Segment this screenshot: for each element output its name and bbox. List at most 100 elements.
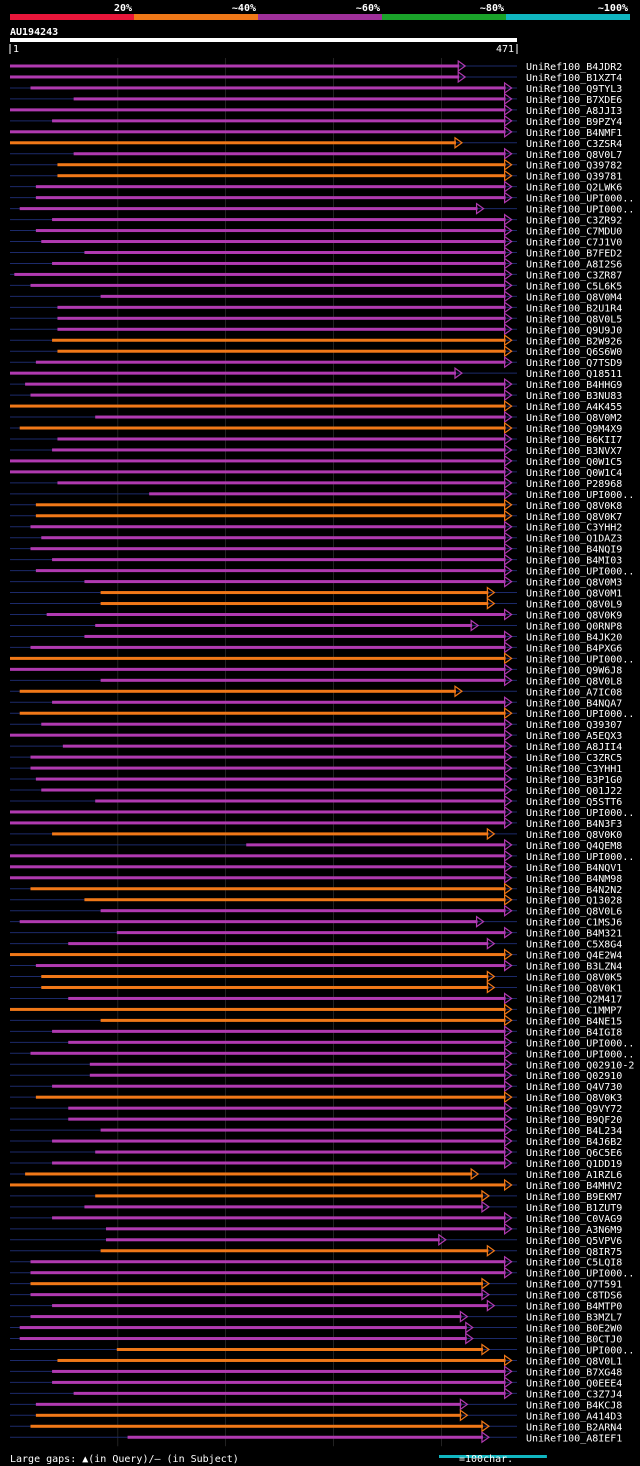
hit-label[interactable]: UniRef100_B1ZUT9 — [526, 1203, 622, 1214]
hit-row[interactable]: UniRef100_B2ARN4 — [10, 1420, 622, 1433]
hit-row[interactable]: UniRef100_B4L234 — [10, 1123, 622, 1137]
hit-label[interactable]: UniRef100_B4J6B2 — [526, 1137, 622, 1148]
hit-label[interactable]: UniRef100_Q9U9J0 — [526, 325, 622, 336]
hit-row[interactable]: UniRef100_Q8V0M3 — [10, 575, 622, 589]
hit-row[interactable]: UniRef100_B0CTJ0 — [10, 1332, 622, 1346]
hit-row[interactable]: UniRef100_UPI000.. — [10, 191, 634, 205]
hit-row[interactable]: UniRef100_Q02910-2 — [10, 1058, 634, 1071]
hit-row[interactable]: UniRef100_Q18511 — [10, 366, 622, 380]
hit-row[interactable]: UniRef100_Q8V0L7 — [10, 147, 622, 161]
hit-label[interactable]: UniRef100_Q8V0K5 — [526, 973, 622, 984]
hit-label[interactable]: UniRef100_Q8V0K1 — [526, 983, 622, 994]
hit-row[interactable]: UniRef100_Q01J22 — [10, 783, 622, 797]
hit-row[interactable]: UniRef100_B4PXG6 — [10, 641, 622, 654]
hit-row[interactable]: UniRef100_B1ZUT9 — [10, 1200, 622, 1214]
hit-label[interactable]: UniRef100_A5EQX3 — [526, 731, 622, 742]
hit-label[interactable]: UniRef100_Q7TSD9 — [526, 358, 622, 369]
hit-row[interactable]: UniRef100_B1XZT4 — [10, 70, 622, 84]
hit-row[interactable]: UniRef100_B4N2N2 — [10, 882, 622, 896]
hit-label[interactable]: UniRef100_UPI000.. — [526, 1038, 634, 1049]
hit-label[interactable]: UniRef100_C3ZR87 — [526, 270, 622, 281]
hit-label[interactable]: UniRef100_UPI000.. — [526, 194, 634, 205]
hit-label[interactable]: UniRef100_C3ZR92 — [526, 216, 622, 227]
hit-label[interactable]: UniRef100_C1MSJ6 — [526, 918, 622, 929]
hit-label[interactable]: UniRef100_Q02910-2 — [526, 1060, 634, 1071]
hit-row[interactable]: UniRef100_P28968 — [10, 476, 622, 490]
hit-row[interactable]: UniRef100_Q8V0K7 — [10, 509, 622, 523]
hit-row[interactable]: UniRef100_Q39781 — [10, 169, 622, 183]
hit-row[interactable]: UniRef100_B4IGI8 — [10, 1025, 622, 1038]
hit-row[interactable]: UniRef100_Q8V0K1 — [10, 981, 622, 994]
hit-label[interactable]: UniRef100_Q8V0M1 — [526, 589, 622, 600]
hit-label[interactable]: UniRef100_C3YHH2 — [526, 523, 622, 534]
hit-row[interactable]: UniRef100_C1MMP7 — [10, 1003, 622, 1016]
hit-row[interactable]: UniRef100_C5X8G4 — [10, 937, 622, 951]
hit-row[interactable]: UniRef100_UPI000.. — [10, 1047, 634, 1060]
hit-row[interactable]: UniRef100_B4NQV1 — [10, 860, 622, 874]
hit-label[interactable]: UniRef100_Q9W6J8 — [526, 665, 622, 676]
hit-row[interactable]: UniRef100_C3ZR87 — [10, 268, 622, 281]
hit-label[interactable]: UniRef100_UPI000.. — [526, 205, 634, 216]
hit-row[interactable]: UniRef100_Q1DD19 — [10, 1156, 622, 1170]
hit-row[interactable]: UniRef100_B7XG48 — [10, 1365, 622, 1378]
hit-row[interactable]: UniRef100_Q7T591 — [10, 1277, 622, 1291]
hit-label[interactable]: UniRef100_B4N3F3 — [526, 819, 622, 830]
hit-row[interactable]: UniRef100_Q0RNP8 — [10, 619, 622, 632]
hit-row[interactable]: UniRef100_B4NQA7 — [10, 696, 622, 709]
hit-row[interactable]: UniRef100_Q8V0L6 — [10, 904, 622, 918]
hit-row[interactable]: UniRef100_Q8V0M4 — [10, 290, 622, 303]
hit-row[interactable]: UniRef100_C3ZSR4 — [10, 136, 622, 150]
hit-row[interactable]: UniRef100_Q9VY72 — [10, 1101, 622, 1115]
hit-label[interactable]: UniRef100_B9QF20 — [526, 1115, 622, 1126]
hit-label[interactable]: UniRef100_Q8V0L1 — [526, 1356, 622, 1367]
hit-row[interactable]: UniRef100_A4K455 — [10, 399, 622, 413]
hit-label[interactable]: UniRef100_UPI000.. — [526, 1345, 634, 1356]
hit-row[interactable]: UniRef100_Q6S6W0 — [10, 345, 622, 358]
hit-label[interactable]: UniRef100_UPI000.. — [526, 852, 634, 863]
hit-label[interactable]: UniRef100_B3MZL7 — [526, 1313, 622, 1324]
hit-label[interactable]: UniRef100_B3NVX7 — [526, 446, 622, 457]
hit-label[interactable]: UniRef100_P28968 — [526, 479, 622, 490]
hit-label[interactable]: UniRef100_B3P1G0 — [526, 775, 622, 786]
hit-label[interactable]: UniRef100_B4N2N2 — [526, 885, 622, 896]
hit-row[interactable]: UniRef100_Q13028 — [10, 893, 622, 907]
hit-label[interactable]: UniRef100_C7MDU0 — [526, 227, 622, 238]
hit-label[interactable]: UniRef100_C8TDS6 — [526, 1291, 622, 1302]
hit-label[interactable]: UniRef100_B4M321 — [526, 929, 622, 940]
hit-label[interactable]: UniRef100_C1MMP7 — [526, 1005, 622, 1016]
hit-row[interactable]: UniRef100_B4NM98 — [10, 871, 622, 885]
hit-label[interactable]: UniRef100_Q8V0L8 — [526, 676, 622, 687]
hit-row[interactable]: UniRef100_C7J1V0 — [10, 235, 622, 249]
hit-row[interactable]: UniRef100_C8TDS6 — [10, 1288, 622, 1302]
hit-label[interactable]: UniRef100_Q8V0M4 — [526, 292, 622, 303]
hit-label[interactable]: UniRef100_Q2M417 — [526, 994, 622, 1005]
hit-label[interactable]: UniRef100_Q39781 — [526, 172, 622, 183]
hit-label[interactable]: UniRef100_Q0EEE4 — [526, 1378, 622, 1389]
hit-label[interactable]: UniRef100_B4IGI8 — [526, 1027, 622, 1038]
hit-label[interactable]: UniRef100_UPI000.. — [526, 567, 634, 578]
hit-row[interactable]: UniRef100_B0E2W0 — [10, 1321, 622, 1335]
hit-label[interactable]: UniRef100_Q8V0M2 — [526, 413, 622, 424]
hit-row[interactable]: UniRef100_A7IC08 — [10, 685, 622, 698]
hit-label[interactable]: UniRef100_B2W926 — [526, 336, 622, 347]
hit-label[interactable]: UniRef100_UPI000.. — [526, 654, 634, 665]
hit-label[interactable]: UniRef100_B3NU83 — [526, 391, 622, 402]
hit-row[interactable]: UniRef100_Q9M4X9 — [10, 421, 622, 435]
hit-row[interactable]: UniRef100_Q8V0L9 — [10, 597, 622, 611]
hit-label[interactable]: UniRef100_A8JII4 — [526, 742, 622, 753]
hit-label[interactable]: UniRef100_Q8V0L6 — [526, 907, 622, 918]
hit-label[interactable]: UniRef100_B4NQV1 — [526, 863, 622, 874]
hit-row[interactable]: UniRef100_C7MDU0 — [10, 224, 622, 238]
hit-row[interactable]: UniRef100_C0VAG9 — [10, 1211, 622, 1225]
hit-row[interactable]: UniRef100_Q9TYL3 — [10, 81, 622, 95]
hit-label[interactable]: UniRef100_A8JJI3 — [526, 106, 622, 117]
hit-label[interactable]: UniRef100_B4HHG9 — [526, 380, 622, 391]
hit-label[interactable]: UniRef100_A414D3 — [526, 1411, 622, 1422]
hit-row[interactable]: UniRef100_B7XDE6 — [10, 92, 622, 106]
hit-row[interactable]: UniRef100_Q0W1C4 — [10, 465, 622, 479]
hit-row[interactable]: UniRef100_Q39307 — [10, 718, 622, 731]
hit-row[interactable]: UniRef100_B4KCJ8 — [10, 1398, 622, 1411]
hit-row[interactable]: UniRef100_B4JK20 — [10, 630, 622, 643]
hit-label[interactable]: UniRef100_B1XZT4 — [526, 73, 622, 84]
hit-label[interactable]: UniRef100_Q8IR75 — [526, 1247, 622, 1258]
